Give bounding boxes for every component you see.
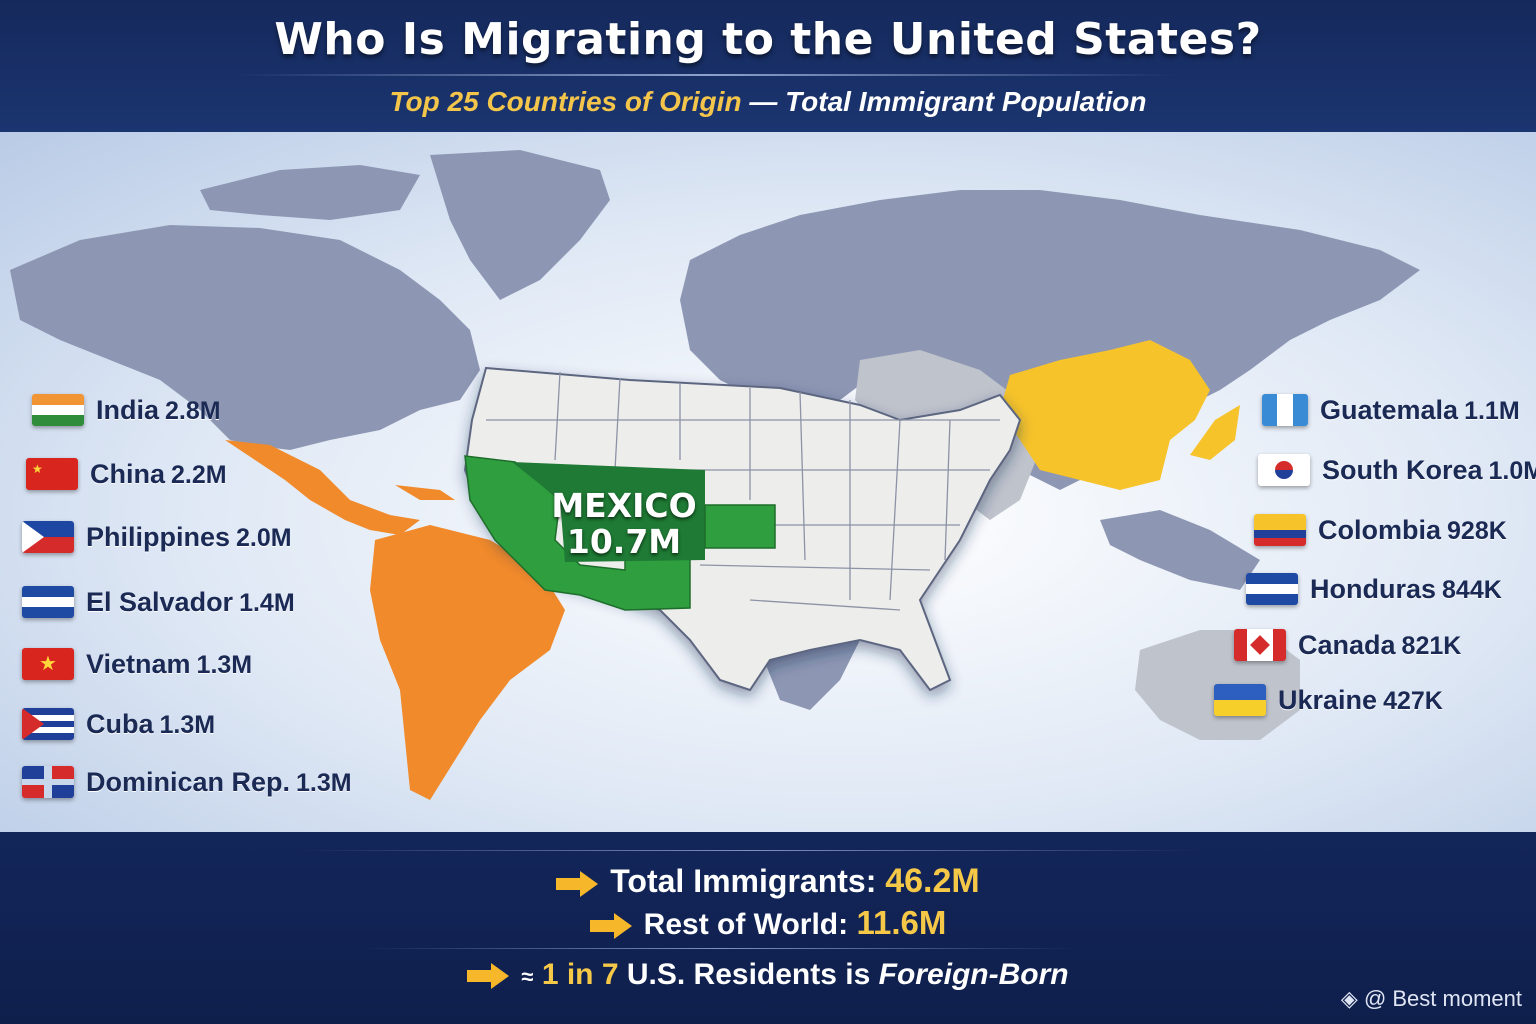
ratio-prefix: ≈	[521, 964, 534, 989]
country-value: 928K	[1447, 516, 1507, 545]
footer-banner: Total Immigrants: 46.2M Rest of World: 1…	[0, 832, 1536, 1024]
mexico-highlight-region	[464, 455, 691, 611]
mexico-name: MEXICO	[551, 486, 697, 525]
arrow-icon	[556, 870, 599, 897]
mexico-value: 10.7M	[566, 522, 682, 561]
list-item-philippines: Philippines 2.0M	[22, 517, 292, 557]
list-item-el-salvador: El Salvador 1.4M	[22, 582, 295, 622]
footer-divider-top	[300, 850, 1200, 851]
list-item-ukraine: Ukraine 427K	[1214, 680, 1443, 720]
country-name: Vietnam	[86, 648, 191, 679]
country-value: 844K	[1442, 575, 1502, 604]
rest-label: Rest of World:	[643, 908, 849, 941]
country-name: India	[96, 394, 160, 425]
country-name: Philippines	[86, 521, 231, 552]
arrow-icon	[589, 913, 632, 940]
rest-of-world-line: Rest of World: 11.6M	[0, 904, 1536, 942]
country-value: 2.2M	[171, 460, 227, 489]
header-banner: Who Is Migrating to the United States? T…	[0, 0, 1536, 132]
south-korea-flag-icon	[1258, 454, 1310, 486]
title-divider	[236, 74, 1176, 76]
list-item-canada: Canada 821K	[1234, 625, 1461, 665]
ratio-highlight: 1 in 7	[541, 958, 619, 991]
mexico-highlight-east	[704, 504, 776, 549]
list-item-colombia: Colombia 928K	[1254, 510, 1507, 550]
subtitle-rest: Total Immigrant Population	[785, 86, 1147, 117]
country-value: 1.0M	[1488, 456, 1536, 485]
mexico-label-panel	[512, 462, 705, 562]
country-name: El Salvador	[86, 586, 234, 617]
north-america-landmass	[10, 225, 480, 450]
subtitle-highlight: Top 25 Countries of Origin	[389, 86, 742, 117]
country-value: 1.4M	[239, 588, 295, 617]
list-item-dominican-rep: Dominican Rep. 1.3M	[22, 762, 352, 802]
subtitle-separator: —	[741, 86, 786, 117]
ratio-middle: U.S. Residents is	[626, 958, 871, 991]
list-item-vietnam: ★ Vietnam 1.3M	[22, 644, 252, 684]
footer-divider-bottom	[360, 948, 1080, 949]
canada-flag-icon	[1234, 629, 1286, 661]
ratio-end: Foreign-Born	[878, 958, 1069, 991]
japan-highlight	[1190, 405, 1240, 460]
colombia-flag-icon	[1254, 514, 1306, 546]
country-value: 1.3M	[159, 710, 216, 739]
page-title: Who Is Migrating to the United States?	[274, 14, 1262, 65]
mexico-label: MEXICO 10.7M	[514, 488, 734, 560]
dominican-rep-flag-icon	[22, 766, 74, 798]
list-item-china: ★ China 2.2M	[26, 454, 227, 494]
country-value: 427K	[1383, 686, 1443, 715]
country-name: Colombia	[1318, 514, 1442, 545]
arctic-islands	[200, 165, 420, 220]
state-borders	[486, 371, 1000, 611]
honduras-flag-icon	[1246, 573, 1298, 605]
list-item-guatemala: Guatemala 1.1M	[1262, 390, 1520, 430]
country-name: South Korea	[1322, 454, 1483, 485]
country-name: Dominican Rep.	[86, 766, 291, 797]
country-name: Cuba	[86, 708, 154, 739]
caribbean-highlight	[395, 485, 455, 500]
india-flag-icon	[32, 394, 84, 426]
credit-text: @ Best moment	[1363, 986, 1522, 1011]
southeast-asia-islands	[1100, 510, 1260, 590]
country-value: 2.8M	[165, 396, 221, 425]
country-value: 821K	[1401, 631, 1462, 660]
world-map: MEXICO 10.7M India 2.8M ★ China 2.2M Phili…	[0, 132, 1536, 832]
vietnam-flag-icon: ★	[22, 648, 74, 680]
country-name: Ukraine	[1278, 684, 1378, 715]
list-item-india: India 2.8M	[32, 390, 221, 430]
page-subtitle: Top 25 Countries of Origin — Total Immig…	[0, 86, 1536, 118]
map-graphic	[10, 150, 1420, 800]
china-flag-icon: ★	[26, 458, 78, 490]
total-value: 46.2M	[885, 862, 980, 900]
credit-watermark: ◈ @ Best moment	[1341, 986, 1522, 1012]
country-name: Canada	[1298, 629, 1396, 660]
guatemala-flag-icon	[1262, 394, 1308, 426]
central-america-highlight	[225, 440, 420, 535]
foreign-born-line: ≈ 1 in 7 U.S. Residents is Foreign-Born	[0, 958, 1536, 992]
country-name: Honduras	[1310, 573, 1437, 604]
country-value: 1.3M	[296, 768, 352, 797]
country-value: 2.0M	[236, 523, 292, 552]
total-immigrants-line: Total Immigrants: 46.2M	[0, 862, 1536, 901]
country-name: China	[90, 458, 166, 489]
philippines-flag-icon	[22, 521, 74, 553]
eurasia-landmass	[680, 190, 1420, 490]
list-item-south-korea: South Korea 1.0M	[1258, 450, 1536, 490]
arrow-icon	[467, 963, 510, 990]
ukraine-flag-icon	[1214, 684, 1266, 716]
country-value: 1.1M	[1464, 396, 1520, 425]
list-item-cuba: Cuba 1.3M	[22, 704, 215, 744]
rest-value: 11.6M	[856, 904, 947, 941]
total-label: Total Immigrants:	[610, 863, 877, 899]
south-america-highlight	[370, 525, 565, 800]
country-value: 1.3M	[196, 650, 253, 679]
list-item-honduras: Honduras 844K	[1246, 569, 1502, 609]
greenland-landmass	[430, 150, 610, 300]
asia-highlight-region	[1000, 340, 1210, 490]
country-name: Guatemala	[1320, 394, 1459, 425]
diamond-logo-icon: ◈	[1340, 986, 1358, 1011]
el-salvador-flag-icon	[22, 586, 74, 618]
cuba-flag-icon	[22, 708, 74, 740]
